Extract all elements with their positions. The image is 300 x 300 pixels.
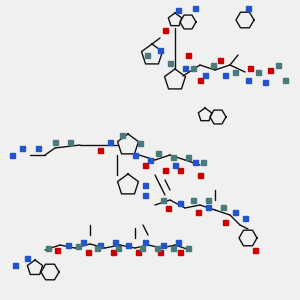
Bar	[25, 256, 29, 260]
Bar	[268, 68, 272, 73]
Bar	[178, 167, 182, 172]
Bar	[52, 140, 58, 145]
Bar	[98, 148, 103, 152]
Bar	[10, 152, 14, 158]
Bar	[172, 163, 178, 167]
Bar	[176, 239, 181, 244]
Bar	[94, 245, 100, 250]
Bar	[116, 245, 121, 250]
Bar	[211, 62, 215, 68]
Bar	[142, 163, 148, 167]
Bar	[182, 65, 188, 70]
Bar	[85, 250, 91, 254]
Bar	[253, 248, 257, 253]
Bar	[76, 244, 80, 248]
Bar	[145, 52, 149, 58]
Bar	[98, 242, 103, 247]
Bar	[262, 80, 268, 85]
Bar	[163, 28, 167, 32]
Bar	[197, 77, 202, 83]
Bar	[13, 262, 17, 268]
Bar	[46, 245, 50, 250]
Bar	[158, 250, 163, 254]
Bar	[142, 239, 148, 244]
Bar	[256, 70, 260, 74]
Bar	[166, 206, 170, 211]
Bar	[206, 197, 211, 202]
Bar	[193, 5, 197, 10]
Bar	[202, 73, 208, 77]
Bar	[163, 167, 167, 172]
Bar	[154, 245, 160, 250]
Bar	[142, 193, 148, 197]
Bar	[178, 250, 182, 254]
Bar	[136, 250, 140, 254]
Bar	[245, 77, 250, 83]
Bar	[185, 154, 190, 160]
Bar	[119, 133, 124, 137]
Bar	[155, 151, 160, 155]
Bar	[245, 5, 250, 10]
Bar	[160, 197, 166, 202]
Bar	[190, 197, 196, 202]
Bar	[185, 245, 190, 250]
Bar	[110, 250, 116, 254]
Bar	[170, 245, 175, 250]
Bar	[196, 209, 200, 214]
Bar	[80, 239, 86, 244]
Bar	[232, 209, 238, 214]
Bar	[35, 146, 40, 151]
Bar	[176, 8, 181, 13]
Bar	[170, 154, 175, 160]
Bar	[190, 65, 196, 70]
Bar	[178, 200, 182, 206]
Bar	[65, 242, 70, 247]
Bar	[218, 58, 223, 62]
Bar	[107, 140, 112, 145]
Bar	[232, 70, 238, 74]
Bar	[142, 182, 148, 188]
Bar	[283, 77, 287, 83]
Bar	[223, 220, 227, 224]
Bar	[112, 239, 118, 244]
Bar	[148, 158, 152, 163]
Bar	[275, 62, 281, 68]
Bar	[137, 140, 142, 146]
Bar	[125, 242, 130, 247]
Bar	[197, 172, 202, 178]
Bar	[206, 205, 211, 209]
Bar	[167, 61, 172, 65]
Bar	[223, 73, 227, 77]
Bar	[193, 160, 197, 164]
Bar	[133, 152, 137, 158]
Bar	[20, 146, 25, 151]
Bar	[185, 52, 190, 58]
Bar	[242, 215, 247, 220]
Bar	[160, 242, 166, 247]
Bar	[140, 245, 145, 250]
Bar	[158, 47, 163, 52]
Bar	[55, 248, 59, 253]
Bar	[248, 65, 253, 70]
Bar	[200, 160, 206, 164]
Bar	[220, 205, 226, 209]
Bar	[68, 140, 73, 145]
